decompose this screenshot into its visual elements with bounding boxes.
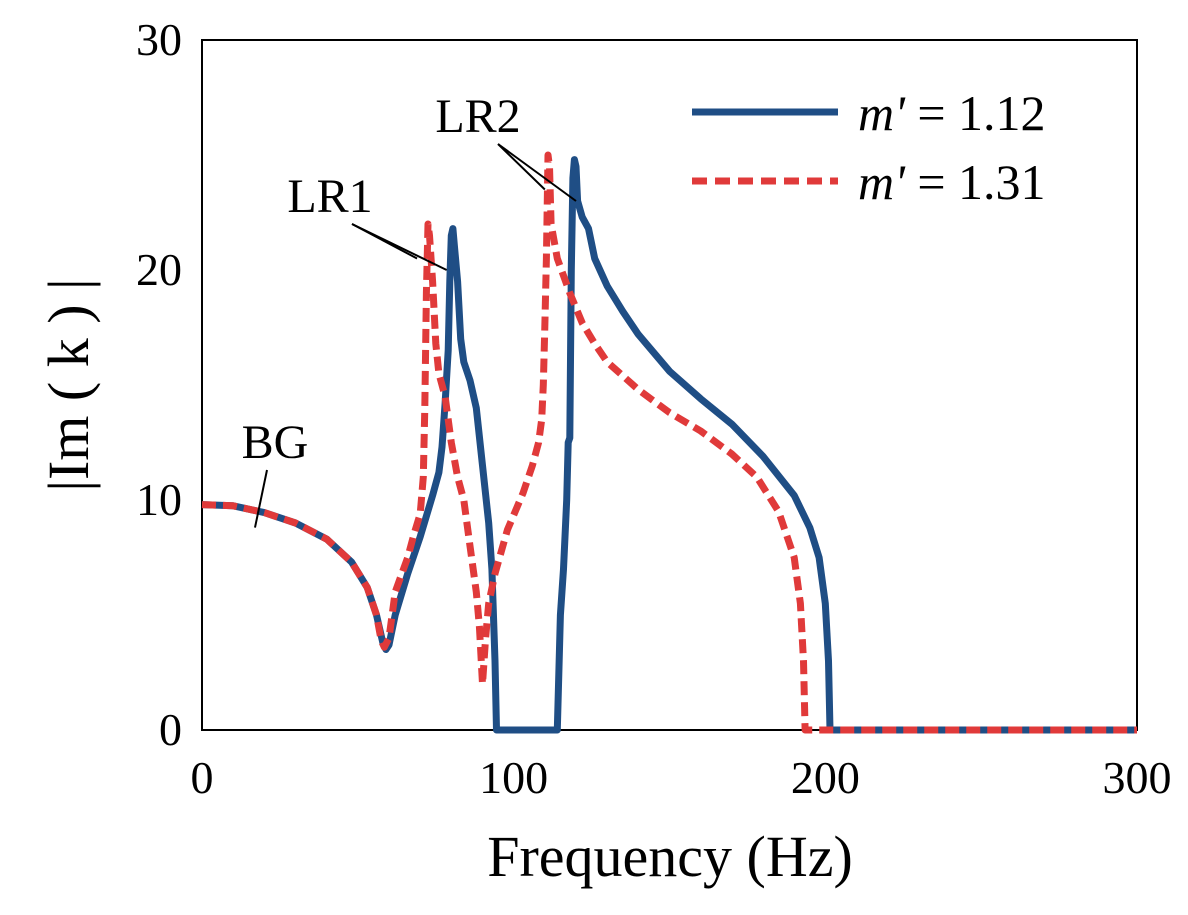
x-axis-label: Frequency (Hz)	[487, 824, 853, 889]
series-line-1	[201, 156, 1137, 734]
x-tick-label: 0	[191, 752, 214, 803]
annotation-label-bg: BG	[242, 416, 309, 469]
y-tick-label: 20	[136, 244, 182, 295]
y-axis-label: |Im ( k ) |	[36, 278, 101, 491]
annotation-leader-lr1	[351, 223, 448, 271]
annotation-label-lr1: LR1	[287, 170, 372, 223]
x-tick-label: 100	[479, 752, 548, 803]
y-tick-label: 0	[159, 704, 182, 755]
annotation-leader-bg	[254, 469, 268, 528]
series-layer	[201, 151, 1137, 734]
y-tick-label: 10	[136, 474, 182, 525]
x-tick-label: 300	[1103, 752, 1172, 803]
y-tick-label: 30	[136, 14, 182, 65]
annotations: LR1 LR2 BG	[242, 90, 577, 528]
x-axis-ticks: 0 100 200 300	[191, 752, 1172, 803]
legend-label-series-1: m' = 1.12	[858, 85, 1046, 141]
legend: m' = 1.12 m' = 1.31	[692, 85, 1046, 210]
annotation-leader-lr2	[497, 143, 546, 191]
y-axis-ticks: 0 10 20 30	[136, 14, 182, 755]
x-tick-label: 200	[791, 752, 860, 803]
legend-label-series-2: m' = 1.31	[858, 154, 1046, 210]
annotation-leader-lr2	[497, 143, 577, 202]
annotation-label-lr2: LR2	[435, 90, 520, 143]
plot-frame	[201, 39, 1138, 731]
series-line-2	[201, 151, 1137, 734]
